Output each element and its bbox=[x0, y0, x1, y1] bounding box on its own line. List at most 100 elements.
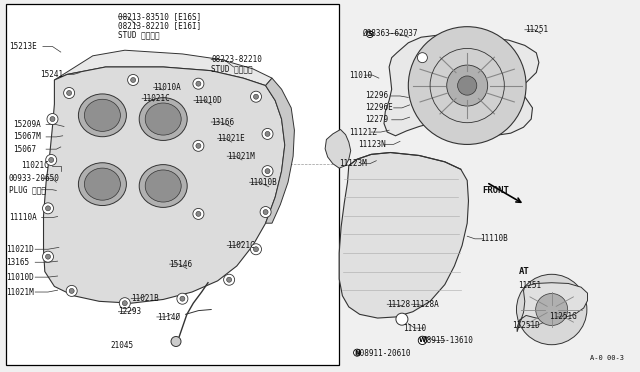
Circle shape bbox=[42, 203, 54, 214]
Text: Ø08363-62037: Ø08363-62037 bbox=[362, 29, 417, 38]
Circle shape bbox=[262, 128, 273, 140]
Polygon shape bbox=[54, 50, 272, 86]
Circle shape bbox=[250, 91, 262, 102]
Bar bbox=[6, 4, 339, 365]
Circle shape bbox=[180, 296, 185, 301]
Circle shape bbox=[447, 65, 488, 106]
Circle shape bbox=[265, 131, 270, 137]
Text: STUD スタッド: STUD スタッド bbox=[118, 31, 160, 40]
Text: 08213-82210 [E16I]: 08213-82210 [E16I] bbox=[118, 22, 202, 31]
Text: 08223-82210: 08223-82210 bbox=[211, 55, 262, 64]
Text: 00933-20650: 00933-20650 bbox=[9, 174, 60, 183]
Ellipse shape bbox=[79, 94, 127, 137]
Text: N: N bbox=[355, 350, 360, 356]
Circle shape bbox=[262, 166, 273, 177]
Circle shape bbox=[263, 209, 268, 215]
Text: 12293: 12293 bbox=[118, 307, 141, 316]
Text: 21045: 21045 bbox=[110, 341, 133, 350]
Circle shape bbox=[253, 94, 259, 99]
Ellipse shape bbox=[84, 99, 120, 131]
Text: 11021E: 11021E bbox=[218, 134, 245, 143]
Circle shape bbox=[171, 337, 181, 346]
Circle shape bbox=[122, 301, 127, 306]
Text: 11010D: 11010D bbox=[194, 96, 221, 105]
Text: 11021B: 11021B bbox=[131, 294, 159, 303]
Circle shape bbox=[458, 76, 477, 95]
Circle shape bbox=[196, 81, 201, 86]
Text: 11021D: 11021D bbox=[6, 245, 34, 254]
Ellipse shape bbox=[140, 97, 187, 140]
Circle shape bbox=[516, 274, 587, 345]
Polygon shape bbox=[325, 129, 351, 168]
Text: S: S bbox=[367, 31, 372, 37]
Circle shape bbox=[408, 27, 526, 144]
Circle shape bbox=[196, 143, 201, 148]
Text: 11251G: 11251G bbox=[549, 312, 577, 321]
Text: W: W bbox=[419, 337, 426, 343]
Circle shape bbox=[536, 294, 568, 326]
Polygon shape bbox=[266, 78, 294, 223]
Text: 11251D: 11251D bbox=[512, 321, 540, 330]
Polygon shape bbox=[517, 283, 588, 332]
Text: 15209A: 15209A bbox=[13, 120, 40, 129]
Circle shape bbox=[69, 288, 74, 294]
Circle shape bbox=[119, 298, 131, 309]
Text: 11110: 11110 bbox=[403, 324, 426, 333]
Text: 11123N: 11123N bbox=[358, 140, 386, 149]
Circle shape bbox=[193, 140, 204, 151]
Circle shape bbox=[253, 247, 259, 252]
Text: 11010: 11010 bbox=[349, 71, 372, 80]
Text: 11121Z: 11121Z bbox=[349, 128, 376, 137]
Circle shape bbox=[131, 77, 136, 83]
Circle shape bbox=[260, 206, 271, 218]
Text: Ø08911-20610: Ø08911-20610 bbox=[355, 349, 411, 358]
Text: 13165: 13165 bbox=[6, 258, 29, 267]
Circle shape bbox=[45, 154, 57, 166]
Circle shape bbox=[45, 206, 51, 211]
Circle shape bbox=[127, 74, 139, 86]
Circle shape bbox=[47, 113, 58, 125]
Circle shape bbox=[193, 208, 204, 219]
Circle shape bbox=[265, 169, 270, 174]
Text: 11010B: 11010B bbox=[250, 178, 277, 187]
Text: 08915-13610: 08915-13610 bbox=[422, 336, 473, 345]
Text: 15067: 15067 bbox=[13, 145, 36, 154]
Text: 11251: 11251 bbox=[525, 25, 548, 34]
Ellipse shape bbox=[84, 168, 120, 200]
Text: 11010A: 11010A bbox=[154, 83, 181, 92]
Circle shape bbox=[250, 244, 262, 255]
Text: 08213-83510 [E16S]: 08213-83510 [E16S] bbox=[118, 12, 202, 21]
Circle shape bbox=[177, 293, 188, 304]
Circle shape bbox=[223, 274, 235, 285]
Text: 15213E: 15213E bbox=[10, 42, 37, 51]
Polygon shape bbox=[384, 35, 539, 136]
Circle shape bbox=[63, 87, 75, 99]
Circle shape bbox=[45, 254, 51, 259]
Circle shape bbox=[196, 211, 201, 217]
Circle shape bbox=[67, 90, 72, 96]
Polygon shape bbox=[339, 153, 468, 318]
Text: 11021C: 11021C bbox=[21, 161, 49, 170]
Ellipse shape bbox=[140, 164, 187, 207]
Text: 11021C: 11021C bbox=[142, 94, 170, 103]
Text: FRONT: FRONT bbox=[482, 186, 509, 195]
Polygon shape bbox=[44, 67, 285, 303]
Text: 13166: 13166 bbox=[211, 118, 234, 126]
Text: 11010D: 11010D bbox=[6, 273, 34, 282]
Text: 11123M: 11123M bbox=[339, 159, 367, 168]
Text: STUD スタッド: STUD スタッド bbox=[211, 64, 253, 73]
Text: 11128: 11128 bbox=[387, 300, 410, 309]
Text: 11021C: 11021C bbox=[227, 241, 255, 250]
Ellipse shape bbox=[145, 103, 181, 135]
Text: 12296: 12296 bbox=[365, 92, 388, 100]
Circle shape bbox=[193, 78, 204, 89]
Text: 12296E: 12296E bbox=[365, 103, 392, 112]
Text: A-0 00-3: A-0 00-3 bbox=[590, 355, 624, 361]
Circle shape bbox=[417, 53, 428, 62]
Text: 15241: 15241 bbox=[40, 70, 63, 79]
Text: 11021M: 11021M bbox=[227, 152, 255, 161]
Text: PLUG プラグ: PLUG プラグ bbox=[9, 185, 46, 194]
Circle shape bbox=[66, 285, 77, 296]
Text: 11128A: 11128A bbox=[412, 300, 439, 309]
Text: 1114Ø: 1114Ø bbox=[157, 312, 180, 321]
